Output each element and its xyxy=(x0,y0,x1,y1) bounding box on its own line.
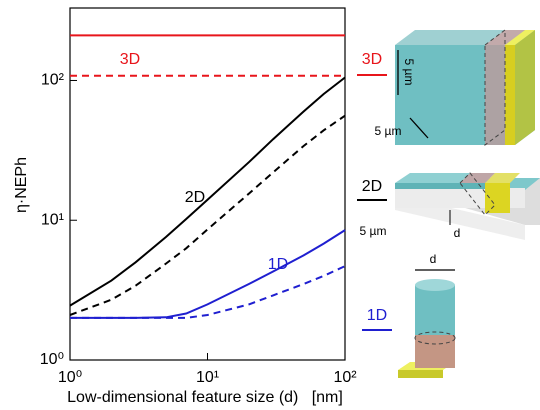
x-axis-label: Low-dimensional feature size (d) [nm] xyxy=(67,389,343,406)
series-dashed-line xyxy=(70,116,345,315)
cube-schematic: 5 µm 5 µm xyxy=(375,30,535,145)
dimension-label: d xyxy=(454,226,461,240)
figure: Low-dimensional feature size (d) [nm] η·… xyxy=(0,0,540,410)
legend-label: 1D xyxy=(367,307,387,324)
y-tick-label: 10¹ xyxy=(41,211,64,228)
wire-schematic: d xyxy=(398,252,455,378)
x-tick-label: 10⁰ xyxy=(58,369,82,386)
series-line xyxy=(70,78,345,306)
series-dashed-line xyxy=(70,266,345,318)
dimension-label: d xyxy=(430,252,437,266)
y-axis-label: η·NEPh xyxy=(13,157,30,213)
dimension-label: 5 µm xyxy=(402,59,416,86)
y-tick-label: 10² xyxy=(41,72,65,89)
x-tick-label: 10² xyxy=(333,369,357,386)
slab-schematic: 5 µm d xyxy=(360,173,540,240)
series-line xyxy=(70,230,345,318)
dimension-label: 5 µm xyxy=(375,124,402,138)
y-tick-label: 10⁰ xyxy=(40,351,64,368)
legend-label: 3D xyxy=(362,51,382,68)
x-tick-label: 10¹ xyxy=(196,369,219,386)
dimension-label: 5 µm xyxy=(360,224,387,238)
legend-label: 2D xyxy=(362,178,382,195)
series-label: 1D xyxy=(268,256,288,273)
series-label: 3D xyxy=(120,51,140,68)
plot-frame xyxy=(70,8,345,360)
series-label: 2D xyxy=(185,189,205,206)
